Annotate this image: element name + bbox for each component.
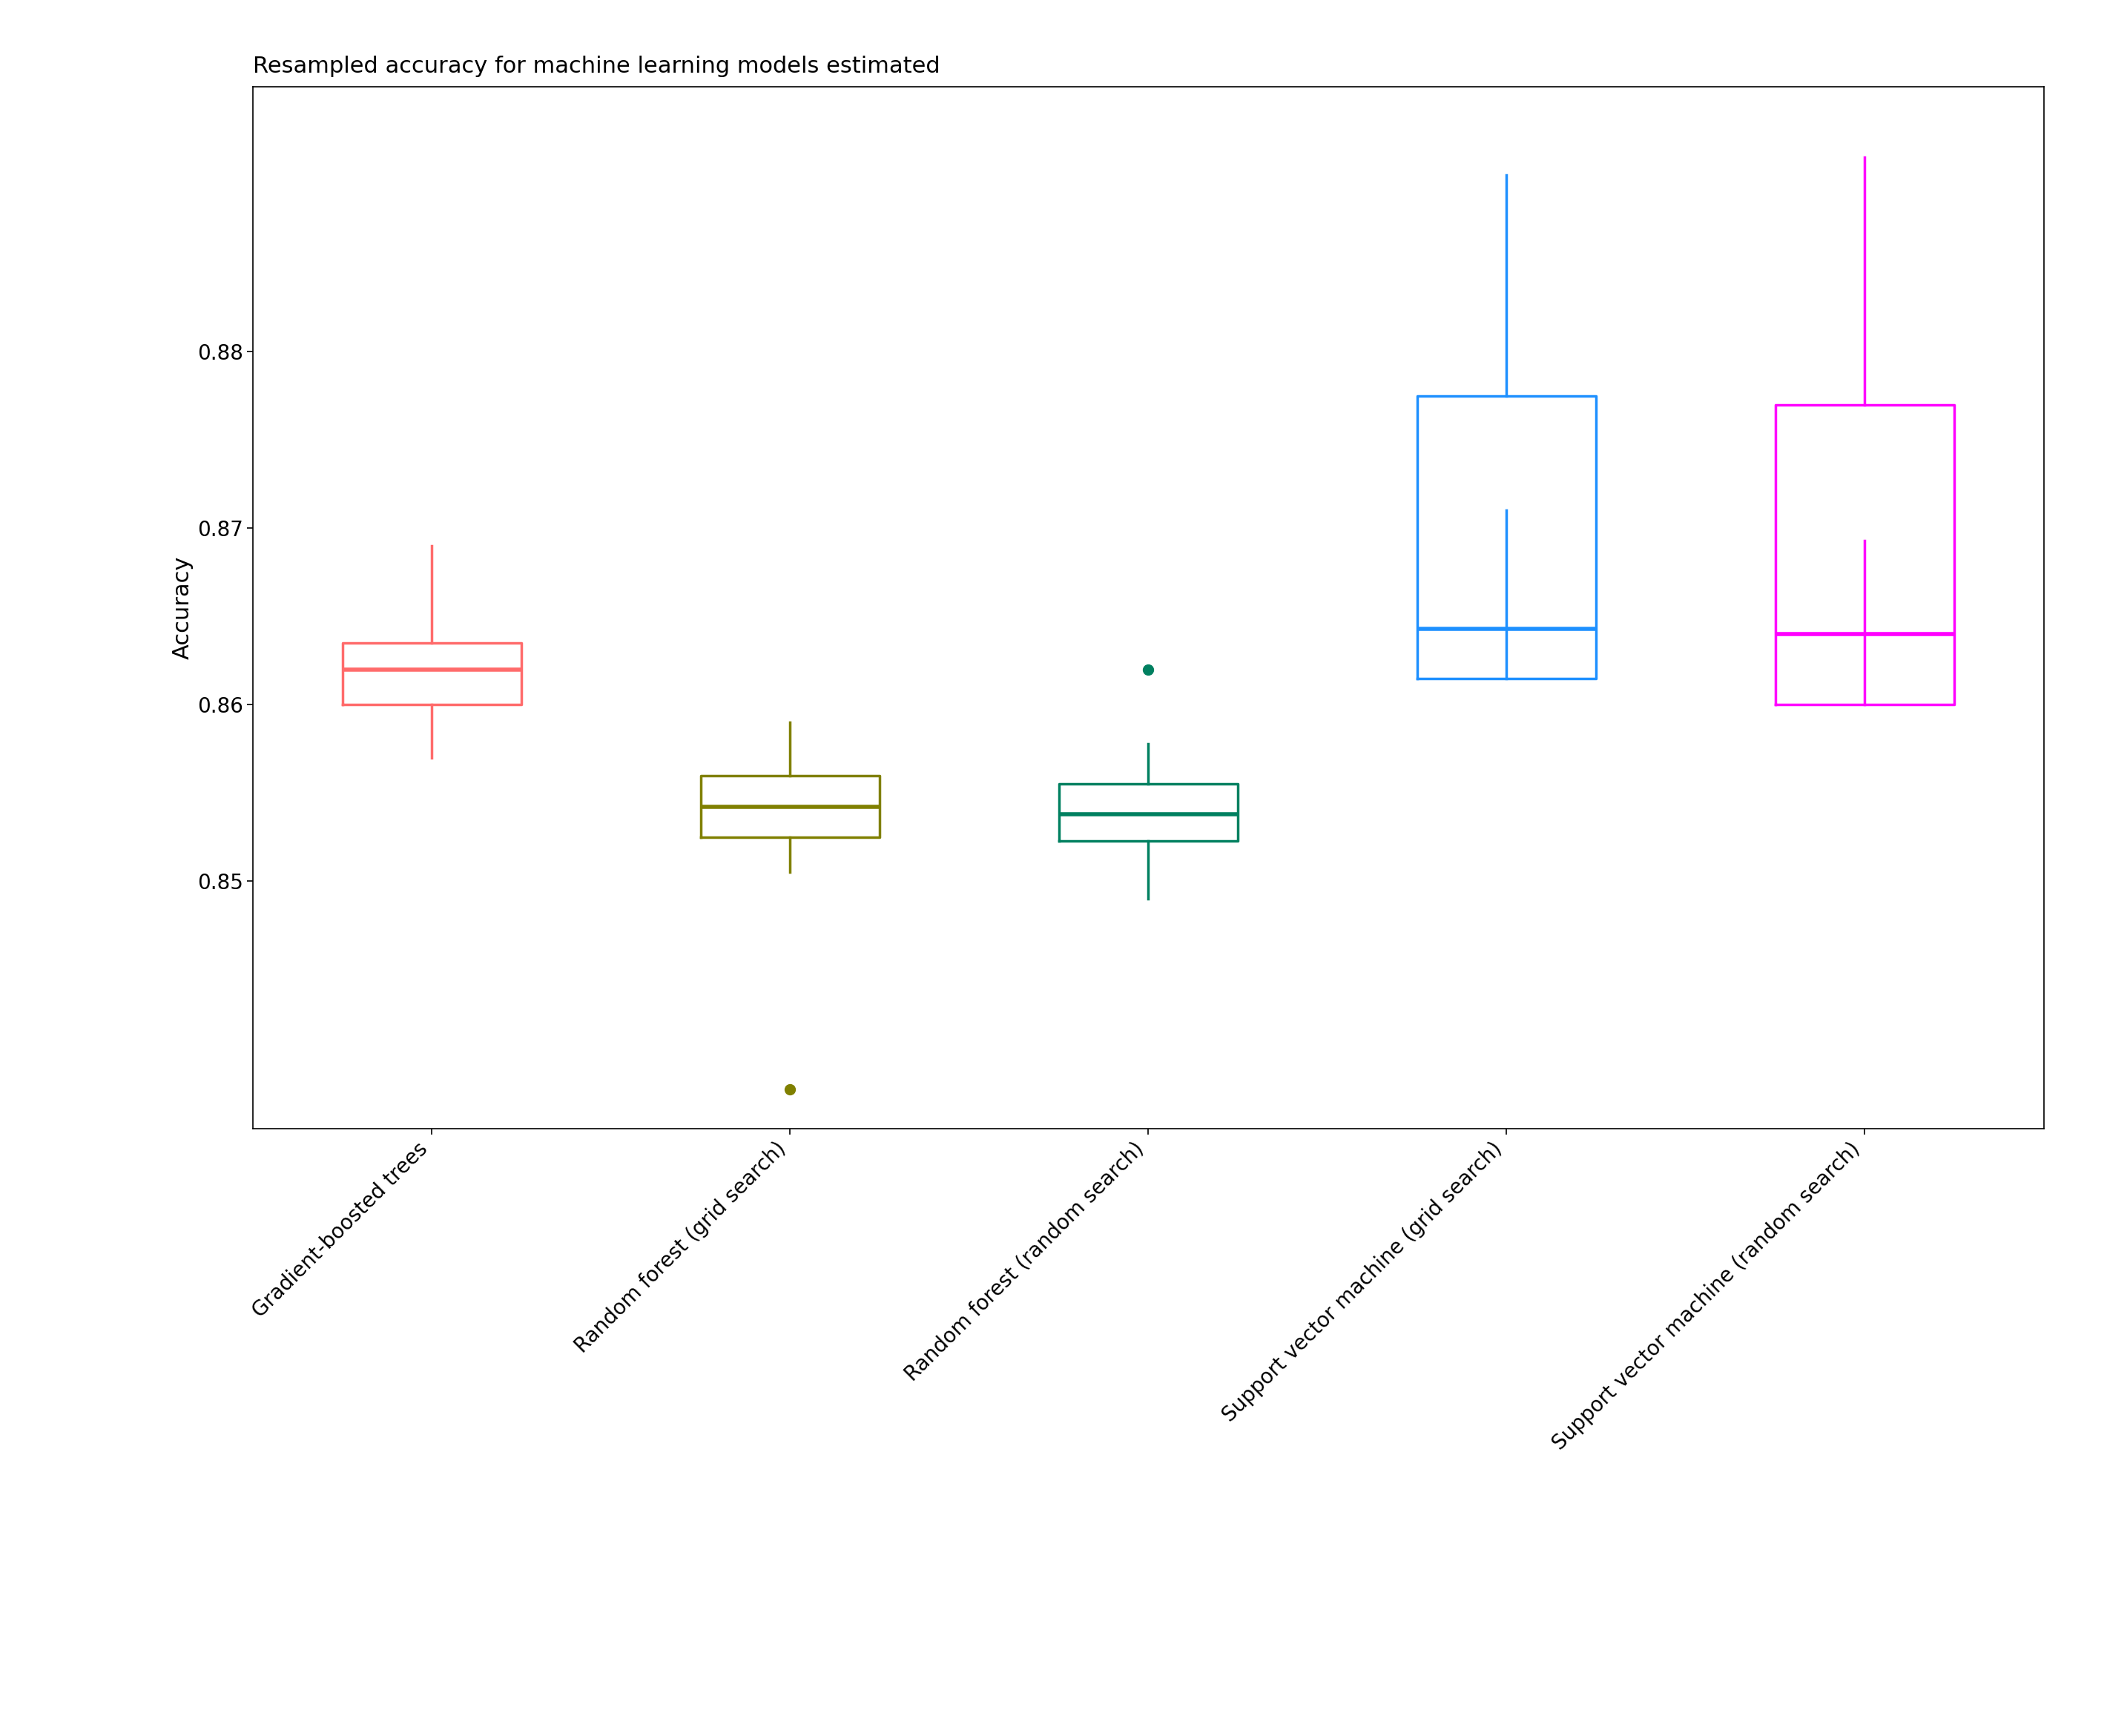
Y-axis label: Accuracy: Accuracy [171, 556, 194, 660]
Text: Resampled accuracy for machine learning models estimated: Resampled accuracy for machine learning … [253, 56, 940, 76]
